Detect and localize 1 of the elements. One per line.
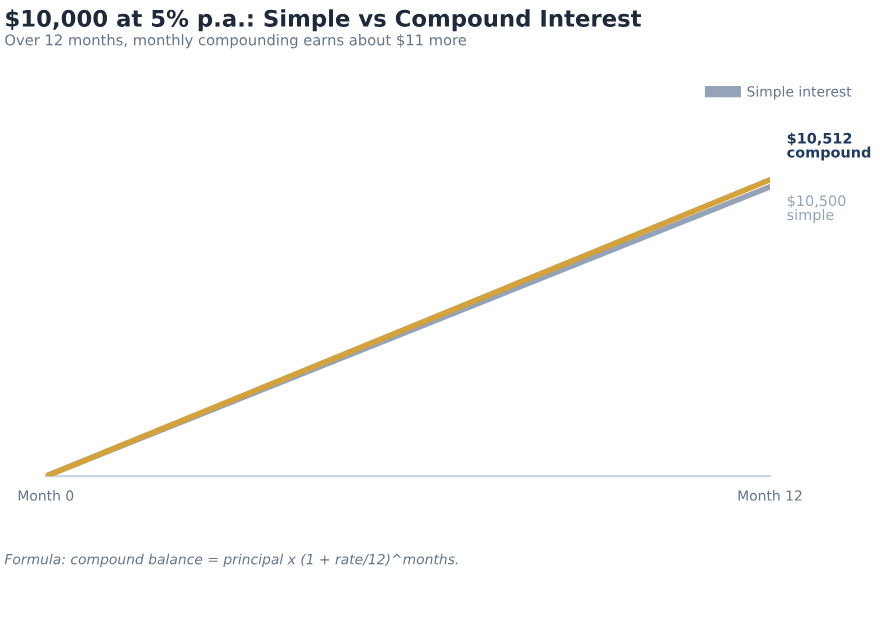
chart-title: $10,000 at 5% p.a.: Simple vs Compound Interest	[6, 9, 642, 32]
